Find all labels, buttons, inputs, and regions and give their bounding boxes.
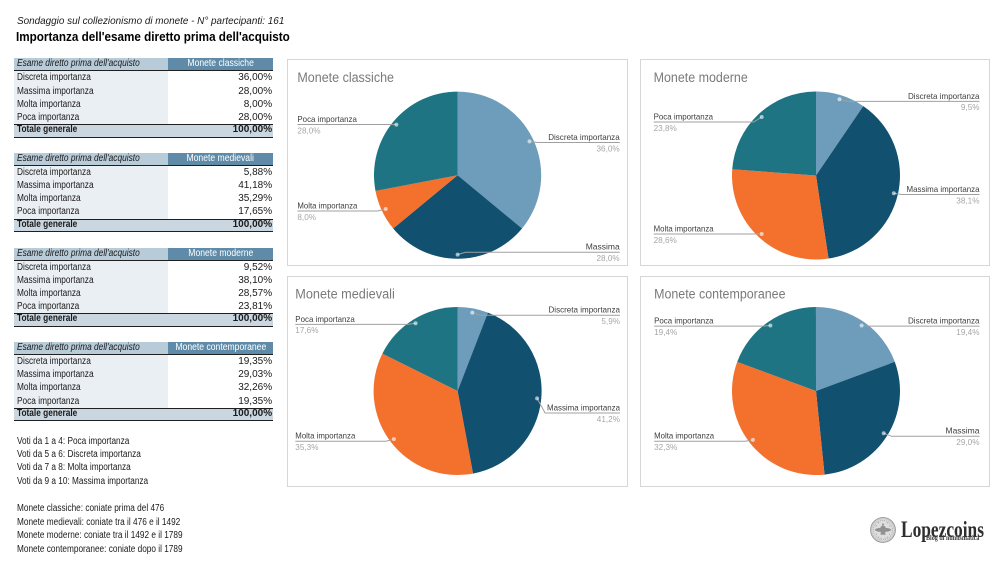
svg-text:17,6%: 17,6% [295,325,319,335]
svg-text:28,0%: 28,0% [297,125,321,135]
svg-text:23,8%: 23,8% [654,123,678,133]
svg-text:5,9%: 5,9% [601,316,620,326]
svg-text:Poca importanza: Poca importanza [654,111,714,121]
svg-text:Monete contemporanee: Monete contemporanee [654,286,785,301]
svg-text:Molta importanza: Molta importanza [654,223,714,233]
svg-text:32,3%: 32,3% [654,442,678,452]
svg-text:Monete medievali: Monete medievali [295,286,395,301]
svg-text:28,0%: 28,0% [597,253,621,263]
svg-text:Massima importanza: Massima importanza [907,184,980,194]
svg-text:Molta importanza: Molta importanza [297,200,357,210]
svg-text:35,3%: 35,3% [295,442,319,452]
svg-text:8,0%: 8,0% [297,212,316,222]
svg-text:Poca importanza: Poca importanza [295,314,355,324]
svg-text:Monete classiche: Monete classiche [297,70,394,85]
svg-text:Monete moderne: Monete moderne [654,70,748,85]
svg-text:29,0%: 29,0% [956,437,980,447]
svg-text:Poca importanza: Poca importanza [297,114,357,124]
svg-text:41,2%: 41,2% [597,414,621,424]
svg-text:Discreta importanza: Discreta importanza [548,132,620,142]
svg-text:Discreta importanza: Discreta importanza [549,305,621,315]
svg-text:Massima: Massima [586,242,620,252]
svg-text:Molta importanza: Molta importanza [295,431,355,441]
svg-text:Discreta importanza: Discreta importanza [908,91,980,101]
svg-text:28,6%: 28,6% [654,235,678,245]
svg-text:Poca importanza: Poca importanza [654,316,714,326]
svg-text:Massima: Massima [946,426,980,436]
svg-text:Discreta importanza: Discreta importanza [908,316,980,326]
svg-text:19,4%: 19,4% [654,327,678,337]
svg-text:19,4%: 19,4% [956,327,980,337]
svg-text:9,5%: 9,5% [961,102,980,112]
svg-text:Molta importanza: Molta importanza [654,431,714,441]
svg-text:38,1%: 38,1% [956,195,980,205]
svg-text:36,0%: 36,0% [597,143,621,153]
svg-text:Massima importanza: Massima importanza [547,402,620,412]
